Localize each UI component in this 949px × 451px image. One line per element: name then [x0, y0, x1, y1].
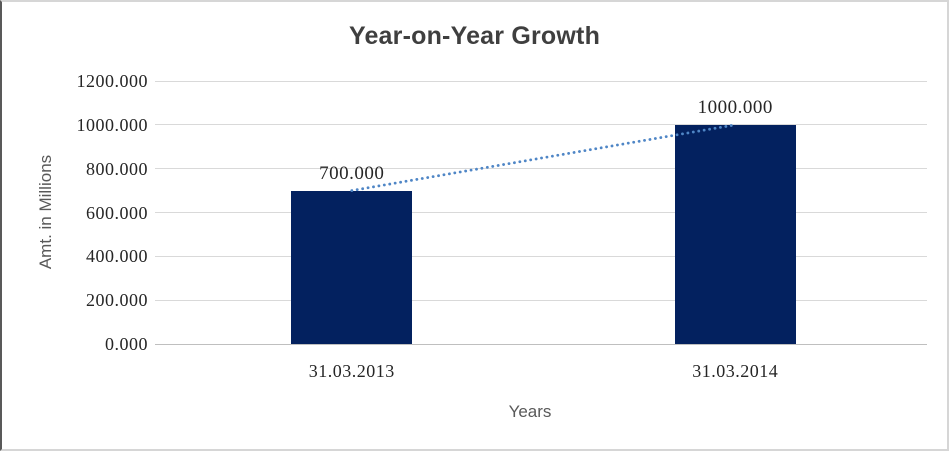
- plot-area: 700.000 1000.000: [155, 80, 927, 345]
- y-axis-tick-label: 0.000: [105, 334, 148, 354]
- y-axis-tick-label: 800.000: [86, 158, 148, 179]
- gridline: [155, 255, 927, 257]
- x-axis-category-label: 31.03.2014: [692, 361, 779, 381]
- bar-value-label: 700.000: [319, 162, 385, 184]
- y-axis-tick-label: 200.000: [86, 290, 148, 311]
- gridline: [155, 168, 927, 170]
- trendline: [350, 123, 737, 192]
- bar-31.03.2013: [291, 190, 413, 344]
- y-axis-tick-label: 600.000: [86, 202, 148, 223]
- gridline: [155, 124, 927, 126]
- y-axis-tick-label: 1200.000: [76, 71, 148, 91]
- y-axis: 0.000 200.000 400.000 600.000 800.000 1000.00…: [2, 2, 148, 449]
- gridline: [155, 212, 927, 213]
- y-axis-tick-label: 1000.000: [76, 114, 148, 135]
- gridline: [155, 80, 927, 82]
- bar-31.03.2014: [674, 124, 796, 344]
- y-axis-tick-label: 400.000: [86, 246, 148, 267]
- bar-value-label: 1000.000: [697, 96, 773, 118]
- gridline: [155, 299, 927, 301]
- x-axis-category-label: 31.03.2013: [308, 361, 395, 381]
- x-axis-title: Years: [508, 402, 552, 421]
- x-axis: 31.03.2013 31.03.2014: [160, 358, 927, 382]
- chart-title: Year-on-Year Growth: [348, 22, 601, 50]
- x-axis-line: [155, 343, 927, 345]
